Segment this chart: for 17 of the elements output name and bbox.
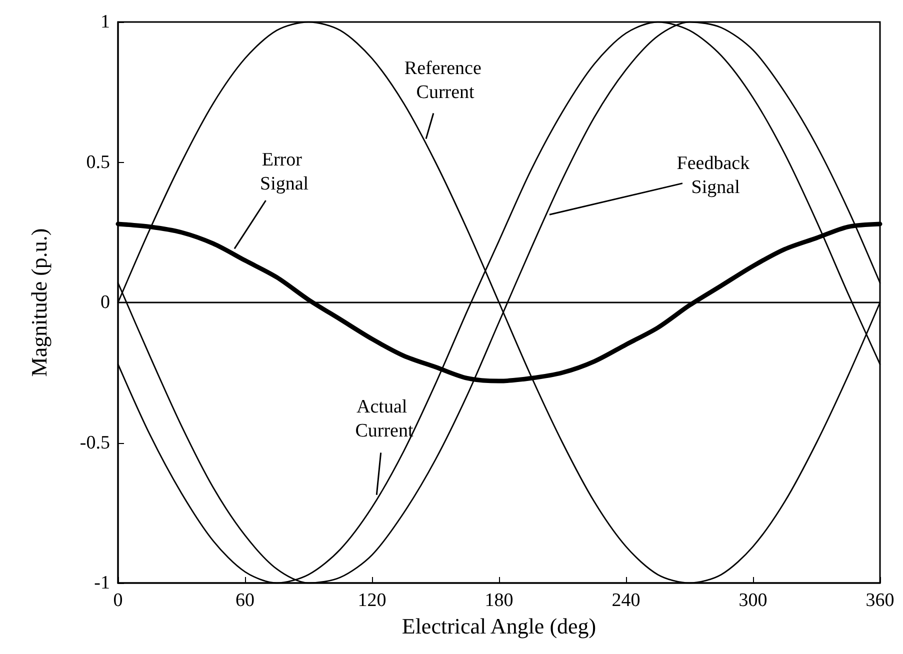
- y-tick-label: -1: [94, 572, 110, 594]
- annotation: Reference Current: [404, 58, 482, 104]
- x-tick-label: 300: [738, 590, 768, 611]
- x-tick-label: 360: [866, 590, 894, 611]
- y-tick-label: 1: [100, 12, 110, 32]
- y-tick-label: -0.5: [80, 432, 110, 454]
- y-tick-label: 0: [100, 292, 110, 313]
- x-tick-label: 60: [236, 590, 254, 611]
- annotation: Feedback Signal: [676, 153, 754, 198]
- y-tick-label: 0.5: [86, 152, 110, 173]
- x-tick-label: 120: [358, 590, 386, 611]
- x-tick-label: 240: [612, 590, 640, 611]
- annotation: Error Signal: [260, 150, 309, 195]
- y-axis-title: Magnitude (p.u.): [26, 228, 52, 377]
- x-axis-title: Electrical Angle (deg): [402, 613, 596, 638]
- x-tick-label: 180: [484, 590, 514, 611]
- annotation: Actual Current: [355, 396, 414, 442]
